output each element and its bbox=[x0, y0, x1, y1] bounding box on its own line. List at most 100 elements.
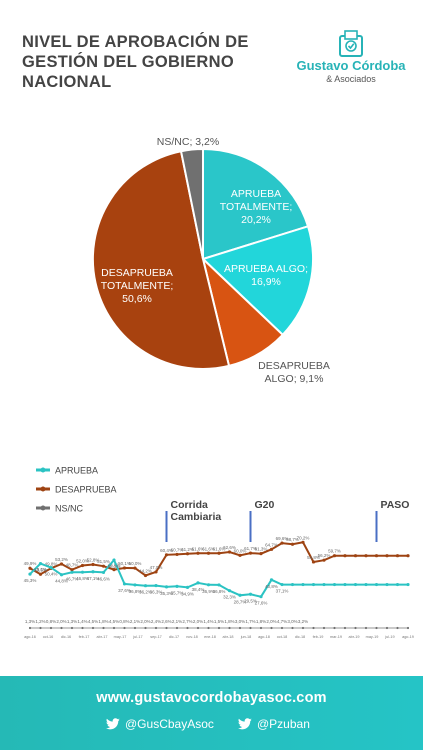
series-point bbox=[311, 582, 316, 587]
series-point bbox=[122, 582, 127, 586]
data-label: 35,3% bbox=[160, 591, 173, 596]
x-tick-label: mar-19 bbox=[330, 635, 342, 639]
series-point bbox=[395, 582, 400, 587]
data-label: 61,6% bbox=[192, 546, 205, 551]
series-point bbox=[217, 551, 221, 555]
twitter-handle-1[interactable]: @GusCbayAsoc bbox=[106, 717, 214, 731]
data-label: 50,0% bbox=[129, 561, 142, 566]
data-label-nsnc: 2,1% bbox=[172, 619, 182, 624]
series-point bbox=[59, 573, 64, 577]
series-point-nsnc bbox=[165, 626, 168, 630]
footer-url[interactable]: www.gustavocordobayasoc.com bbox=[96, 690, 327, 706]
series-point-nsnc bbox=[196, 626, 200, 630]
data-label: 61,6% bbox=[213, 546, 226, 551]
series-point bbox=[364, 554, 368, 558]
data-label-nsnc: 1,2% bbox=[35, 619, 45, 624]
data-label-nsnc: 2,0% bbox=[266, 619, 276, 624]
data-label: 61,2% bbox=[181, 547, 194, 552]
pie-label-line: NS/NC; 3,2% bbox=[157, 136, 219, 148]
data-label-nsnc: 2,1% bbox=[130, 619, 140, 624]
series-point-nsnc bbox=[144, 626, 147, 630]
series-point bbox=[248, 551, 253, 555]
data-label: 28,7% bbox=[234, 599, 247, 604]
x-tick-label: ene-18 bbox=[204, 635, 216, 639]
series-point-nsnc bbox=[385, 626, 389, 630]
data-label: 49,8% bbox=[45, 561, 58, 566]
series-point-nsnc bbox=[102, 626, 105, 630]
data-label-nsnc: 4,7% bbox=[277, 619, 287, 624]
annotation-line-text: PASO bbox=[381, 499, 410, 511]
twitter-icon bbox=[238, 718, 252, 730]
pie-label-line: DESAPRUEBA bbox=[258, 360, 330, 372]
data-label: 54,8% bbox=[307, 555, 320, 560]
series-point bbox=[206, 551, 211, 555]
series-point bbox=[185, 552, 190, 556]
data-label-nsnc: 1,8% bbox=[256, 619, 266, 624]
pie-label-line: 20,2% bbox=[241, 214, 271, 226]
series-point bbox=[406, 582, 410, 587]
pie-label-line: APRUEBA bbox=[231, 188, 281, 200]
data-label: 70,2% bbox=[297, 535, 310, 540]
series-point bbox=[91, 562, 95, 567]
series-point bbox=[112, 558, 116, 562]
data-label: 40,8% bbox=[265, 584, 278, 589]
data-label: 53,5% bbox=[34, 568, 47, 573]
data-label: 46,7% bbox=[66, 576, 79, 581]
footer: www.gustavocordobayasoc.com @GusCbayAsoc… bbox=[0, 676, 423, 750]
data-label: 32,3% bbox=[223, 595, 236, 600]
series-point bbox=[196, 551, 200, 555]
series-point-nsnc bbox=[249, 626, 252, 630]
series-point-nsnc bbox=[343, 626, 347, 630]
pie-label-line: TOTALMENTE; bbox=[101, 280, 174, 292]
logo: Gustavo Córdoba & Asociados bbox=[292, 28, 410, 90]
series-point bbox=[154, 583, 158, 588]
series-point-nsnc bbox=[81, 626, 84, 630]
series-point bbox=[143, 573, 148, 578]
series-point bbox=[101, 570, 106, 575]
data-label-nsnc: 1,8% bbox=[98, 619, 108, 624]
title-line-1: NIVEL DE APROBACIÓN DE bbox=[22, 33, 249, 51]
annotation-label-2: PASO bbox=[381, 499, 410, 511]
data-label-nsnc: 2,0% bbox=[140, 619, 150, 624]
series-point-nsnc bbox=[375, 626, 378, 630]
series-point bbox=[301, 540, 305, 544]
series-point-nsnc bbox=[133, 626, 137, 630]
series-point bbox=[49, 565, 53, 570]
data-label: 62,6% bbox=[223, 545, 236, 550]
data-label: 50,1% bbox=[118, 561, 131, 566]
legend-label-1: DESAPRUEBA bbox=[55, 485, 117, 495]
x-tick-label: may-19 bbox=[366, 635, 379, 639]
data-label-nsnc: 2,0% bbox=[193, 619, 203, 624]
data-label-nsnc: 2,4% bbox=[151, 619, 161, 624]
series-point-nsnc bbox=[28, 626, 32, 630]
series-point bbox=[322, 582, 326, 587]
series-point-nsnc bbox=[238, 626, 242, 630]
series-point-nsnc bbox=[301, 626, 305, 630]
data-label-nsnc: 3,2% bbox=[298, 619, 308, 624]
series-point bbox=[353, 582, 358, 587]
x-tick-label: jul-17 bbox=[132, 635, 142, 639]
series-point bbox=[290, 542, 295, 546]
data-label-nsnc: 4,5% bbox=[88, 619, 98, 624]
legend-marker-2 bbox=[40, 505, 46, 511]
data-label-nsnc: 2,0% bbox=[56, 619, 66, 624]
data-label-nsnc: 1,3% bbox=[25, 619, 35, 624]
pie-label-line: APRUEBA ALGO; bbox=[224, 263, 308, 275]
x-tick-label: jul-19 bbox=[384, 635, 394, 639]
pie-slice-0 bbox=[202, 147, 310, 261]
x-tick-label: dic-17 bbox=[169, 635, 179, 639]
x-tick-label: ago-19 bbox=[402, 635, 414, 639]
data-label: 61,6% bbox=[202, 546, 215, 551]
data-label: 34,9% bbox=[181, 591, 194, 596]
twitter-handle-2[interactable]: @Pzuban bbox=[238, 717, 310, 731]
pie-label-1: APRUEBA ALGO; 16,9% bbox=[224, 263, 308, 288]
x-tick-label: abr-18 bbox=[223, 635, 234, 639]
pie-chart: APRUEBA TOTALMENTE; 20,2% APRUEBA ALGO; 16,9… bbox=[91, 136, 330, 385]
series-point-nsnc bbox=[112, 626, 116, 630]
data-label: 37,6% bbox=[118, 588, 131, 593]
data-label: 68,7% bbox=[286, 537, 299, 542]
data-label: 47,1% bbox=[87, 576, 100, 581]
series-point bbox=[59, 562, 64, 566]
data-label: 35,7% bbox=[171, 590, 184, 595]
data-label-nsnc: 2,6% bbox=[161, 619, 171, 624]
